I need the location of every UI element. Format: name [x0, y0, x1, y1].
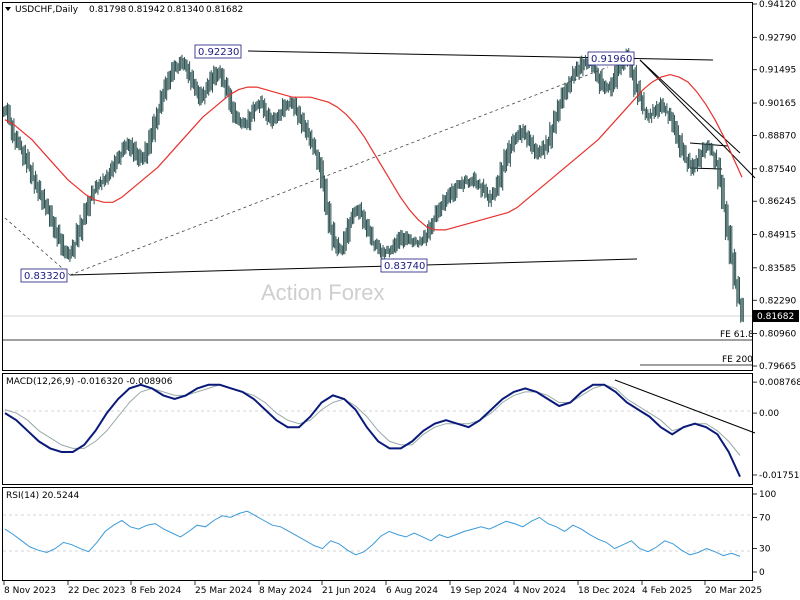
price-tick-label: 0.84915	[759, 231, 796, 241]
price-tick-label: 0.94120	[759, 0, 796, 10]
price-trendlines	[3, 50, 756, 366]
macd-tick-label: 0.00	[759, 409, 779, 419]
macd-title: MACD(12,26,9) -0.016320 -0.008906	[6, 377, 173, 387]
price-tick-label: 0.79665	[759, 362, 796, 372]
descending-channel-bottom	[639, 59, 741, 154]
price-tick-label: 0.91495	[759, 66, 796, 76]
rsi-line	[4, 510, 741, 557]
price-tick-label: 0.90165	[759, 99, 796, 109]
high-label-1: 0.92230	[194, 44, 242, 59]
price-title: USDCHF,Daily 0.81798 0.81942 0.81340 0.8…	[5, 5, 243, 15]
low-label-1: 0.83320	[20, 268, 68, 283]
moving-average-line	[4, 73, 743, 231]
svg-text:0.83740: 0.83740	[384, 261, 425, 272]
svg-text:0.81682: 0.81682	[206, 5, 243, 15]
dashed-left-line	[4, 217, 71, 276]
lower-trendline	[69, 258, 638, 276]
rsi-tick-label: 0	[759, 568, 765, 578]
rsi-axis: 100 70 30 0	[752, 490, 776, 578]
macd-line	[4, 383, 741, 478]
rsi-title: RSI(14) 20.5244	[6, 491, 79, 501]
x-tick-label: 4 Nov 2024	[514, 586, 566, 596]
svg-text:USDCHF,Daily: USDCHF,Daily	[15, 5, 79, 15]
x-tick-label: 8 Feb 2024	[131, 586, 182, 596]
rsi-tick-label: 70	[759, 513, 771, 523]
current-price-tag: 0.81682	[753, 310, 799, 322]
price-tick-label: 0.82290	[759, 296, 796, 306]
x-axis: 8 Nov 2023 22 Dec 2023 8 Feb 2024 25 Mar 20…	[3, 581, 762, 596]
price-tick-label: 0.88870	[759, 131, 796, 141]
price-bars	[3, 48, 744, 323]
x-tick-label: 6 Aug 2024	[386, 586, 438, 596]
x-tick-label: 8 Nov 2023	[4, 586, 56, 596]
svg-text:0.83320: 0.83320	[24, 271, 65, 282]
macd-signal-line	[4, 384, 741, 456]
svg-text:0.81682: 0.81682	[757, 312, 794, 322]
x-tick-label: 25 Mar 2024	[195, 586, 252, 596]
price-axis: 0.94120 0.92790 0.91495 0.90165 0.88870 0.875…	[752, 0, 796, 372]
chart-menu-icon[interactable]	[5, 7, 11, 11]
svg-text:0.81340: 0.81340	[167, 5, 204, 15]
fe-200-label: FE 200	[722, 355, 753, 365]
rsi-tick-label: 100	[759, 490, 776, 500]
rsi-tick-label: 30	[759, 545, 771, 555]
upper-trendline	[247, 50, 714, 61]
x-tick-label: 18 Dec 2024	[578, 586, 636, 596]
svg-text:0.81798: 0.81798	[89, 5, 126, 15]
macd-panel-frame	[2, 373, 753, 485]
x-tick-label: 19 Sep 2024	[450, 586, 507, 596]
price-panel-frame	[2, 2, 753, 371]
x-tick-label: 20 Mar 2025	[705, 586, 762, 596]
low-label-2: 0.83740	[380, 258, 428, 273]
price-tick-label: 0.87540	[759, 165, 796, 175]
macd-tick-label: 0.008768	[759, 378, 800, 388]
fe-61-8-label: FE 61.8	[720, 330, 754, 340]
descending-channel-top	[639, 59, 756, 179]
price-tick-label: 0.86245	[759, 197, 796, 207]
dashed-channel-line	[69, 66, 609, 276]
svg-text:0.92230: 0.92230	[198, 47, 239, 58]
high-label-2: 0.91960	[587, 51, 635, 66]
price-tick-label: 0.83585	[759, 264, 796, 274]
macd-axis: 0.008768 0.00 -0.017514	[752, 378, 800, 481]
svg-text:0.91960: 0.91960	[591, 54, 632, 65]
x-tick-label: 4 Feb 2025	[642, 586, 692, 596]
x-tick-label: 22 Dec 2023	[68, 586, 126, 596]
price-tick-label: 0.92790	[759, 33, 796, 43]
watermark: Action Forex	[261, 280, 385, 305]
x-tick-label: 8 May 2024	[259, 586, 312, 596]
rsi-panel-frame	[2, 487, 753, 581]
macd-tick-label: -0.017514	[759, 471, 800, 481]
macd-trendline	[614, 379, 756, 434]
x-tick-label: 21 Jun 2024	[322, 586, 376, 596]
svg-text:0.81942: 0.81942	[128, 5, 165, 15]
price-tick-label: 0.80960	[759, 330, 796, 340]
